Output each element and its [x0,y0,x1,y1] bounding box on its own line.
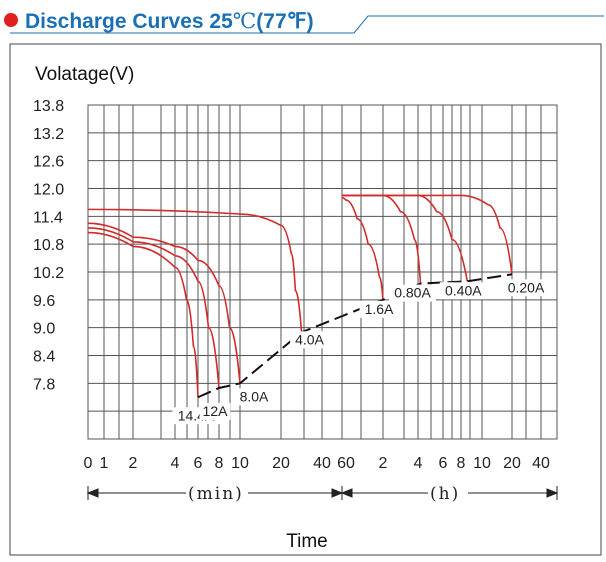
endpoint-label-bg [389,284,436,302]
x-unit-min: (min) [188,484,244,504]
y-tick-label: 8.4 [33,349,55,366]
x-tick-labels: 0 1 2 4 6 8 10 20 40 60 2 4 6 8 10 20 40 [84,455,550,472]
y-tick-label: 12.6 [33,154,64,171]
endpoint-label: 1.6A [365,301,394,317]
y-tick-label: 10.2 [33,265,64,282]
chart-frame [9,43,602,556]
y-axis-title: Volatage(V) [35,64,134,85]
grid-layer [87,104,558,440]
discharge-curves [87,194,513,399]
endpoint-label: 0.20A [508,279,545,295]
discharge-curve-0 [87,231,199,398]
chart-header: Discharge Curves 25℃(77℉) [4,9,604,34]
y-tick-label: 13.8 [33,98,64,115]
x-tick-label-min: 2 [129,455,138,472]
x-tick-label-hour: 10 [473,455,491,472]
hour-range-arrow-right-icon [546,488,559,498]
header-title-celsius: ℃ [233,9,257,33]
x-tick-label-min: 8 [215,455,224,472]
cutoff-voltage-line [197,273,513,399]
y-tick-label: 9.0 [33,321,55,338]
discharge-curve-7 [341,194,513,275]
x-tick-label-min: 6 [194,455,203,472]
header-rule [10,15,604,34]
x-tick-label-min: 20 [272,455,290,472]
x-tick-label-min: 0 [84,455,93,472]
x-tick-label-hour: 60 [337,455,355,472]
x-tick-label-hour: 20 [503,455,521,472]
endpoint-label: 8.0A [240,388,269,404]
x-unit-hour: (h) [430,484,460,504]
header-bullet-icon [4,13,18,27]
endpoint-label: 4.0A [295,331,324,347]
endpoint-label-bg [359,300,399,318]
min-range-arrow-left-icon [86,488,99,498]
y-tick-label: 11.4 [33,209,63,226]
endpoint-label-bg [234,388,274,406]
discharge-curve-2 [87,222,241,384]
x-tick-label-hour: 8 [457,455,466,472]
y-tick-label: 12.0 [33,182,64,199]
x-tick-label-min: 4 [171,455,180,472]
discharge-curve-4 [341,196,384,300]
endpoint-label-bg [290,331,329,349]
x-tick-label-min: 1 [100,455,109,472]
min-range-arrow-right-icon [331,488,344,498]
header-title-fahrenheit: (77℉) [256,10,313,33]
x-axis-title: Time [286,531,328,552]
x-tick-label-hour: 4 [414,455,423,472]
min-range-indicator [86,486,344,500]
y-tick-labels: 13.8 13.2 12.6 12.0 11.4 10.8 10.2 9.6 9.0 8.4 7.8 [33,98,64,393]
discharge-curve-3 [87,208,303,333]
header-title-main: Discharge Curves 25 [25,10,233,33]
x-tick-label-min: 40 [313,455,331,472]
endpoint-label: 12A [203,403,229,419]
endpoint-label: 0.80A [394,285,431,301]
y-tick-label: 13.2 [33,126,64,143]
endpoint-label: 0.40A [445,282,482,298]
x-tick-label-hour: 6 [439,455,448,472]
discharge-curve-1 [87,227,220,389]
hour-range-indicator [340,486,559,500]
x-tick-label-hour: 2 [379,455,388,472]
hour-range-arrow-left-icon [340,488,353,498]
endpoint-label-bg [502,279,550,297]
y-tick-label: 7.8 [33,376,55,393]
x-tick-label-hour: 40 [532,455,550,472]
header-title: Discharge Curves 25℃(77℉) [25,9,314,33]
endpoint-label-bg [439,282,487,300]
y-tick-label: 10.8 [33,237,64,254]
endpoint-label-bg [199,402,231,420]
y-tick-label: 9.6 [33,293,55,310]
x-tick-label-min: 10 [231,455,249,472]
